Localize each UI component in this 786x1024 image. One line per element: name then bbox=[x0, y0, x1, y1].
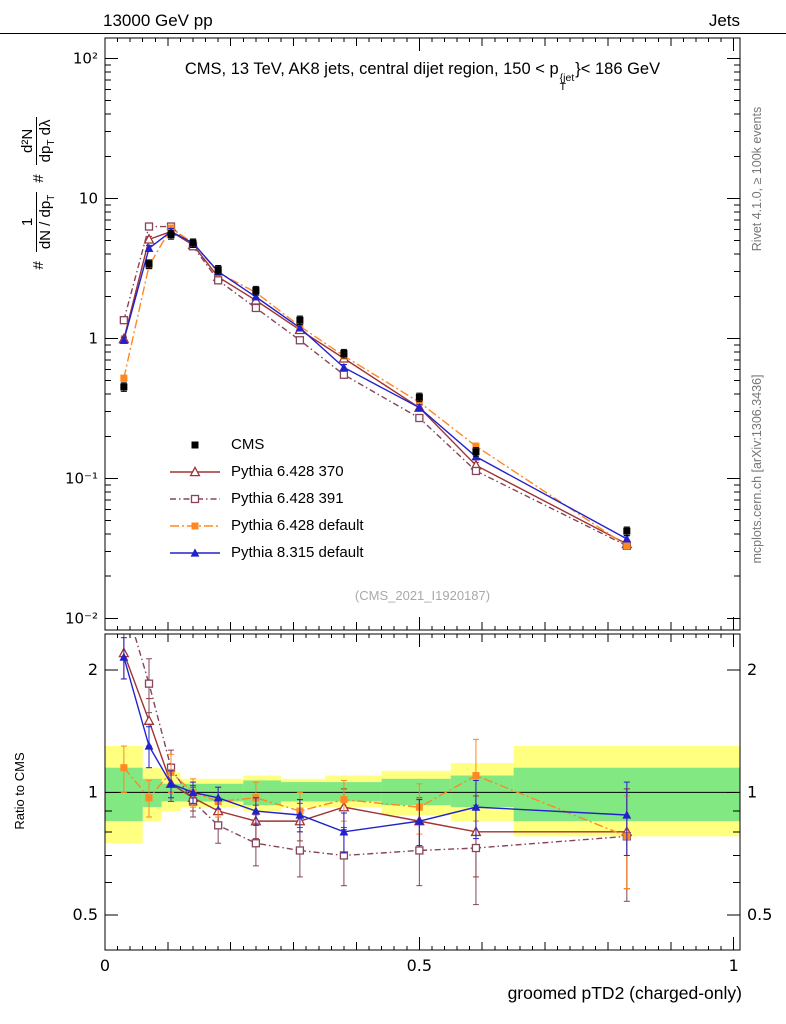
pt-subscript: T bbox=[559, 81, 567, 93]
ratio-y-axis-label: Ratio to CMS bbox=[12, 752, 27, 830]
legend-item-cms: CMS bbox=[168, 431, 364, 458]
legend-label: Pythia 8.315 default bbox=[231, 544, 364, 561]
legend-label: CMS bbox=[231, 436, 265, 453]
legend-sample-cms bbox=[191, 441, 199, 448]
rivet-version-note: Rivet 4.1.0, ≥ 100k events bbox=[750, 106, 764, 252]
legend-sample-pythia-6-428-370 bbox=[170, 465, 220, 476]
main-series-cms bbox=[120, 230, 631, 537]
legend-item-pythia-6-428-default: Pythia 6.428 default bbox=[168, 512, 364, 539]
legend-item-pythia-6-428-391: Pythia 6.428 391 bbox=[168, 485, 364, 512]
hash-symbol: # bbox=[29, 174, 47, 183]
analysis-id-watermark: (CMS_2021_I1920187) bbox=[354, 588, 491, 603]
main-y-tick-label: 10² bbox=[73, 49, 98, 67]
header-rule bbox=[0, 33, 786, 34]
beam-energy-label: 13000 GeV pp bbox=[103, 11, 213, 30]
plot-title: CMS, 13 TeV, AK8 jets, central dijet reg… bbox=[105, 60, 740, 92]
hash-symbol: # bbox=[29, 261, 47, 270]
main-y-tick-label: 10⁻² bbox=[65, 609, 98, 627]
legend-sample-pythia-6-428-391 bbox=[170, 494, 220, 503]
legend-label: Pythia 6.428 391 bbox=[231, 490, 344, 507]
x-axis-label: groomed pTD2 (charged-only) bbox=[507, 983, 742, 1003]
mcplots-reference-note: mcplots.cern.ch [arXiv:1306.3436] bbox=[750, 374, 764, 564]
main-y-tick-label: 10⁻¹ bbox=[65, 469, 98, 487]
ratio-series-pythia-8-315-default bbox=[119, 637, 632, 856]
main-y-tick-label: 10 bbox=[79, 189, 98, 207]
main-y-tick-label: 1 bbox=[88, 329, 98, 347]
fraction-1: 1 dN / dpT bbox=[19, 191, 58, 253]
legend-item-pythia-6-428-370: Pythia 6.428 370 bbox=[168, 458, 364, 485]
ratio-y-tick-label-right: 0.5 bbox=[747, 905, 772, 924]
plot-title-text: CMS, 13 TeV, AK8 jets, central dijet reg… bbox=[184, 60, 559, 78]
pt-jet-supsub: {jet T bbox=[559, 72, 575, 93]
axis-ticks bbox=[104, 38, 740, 950]
legend-label: Pythia 6.428 default bbox=[231, 517, 364, 534]
y-axis-label: # 1 dN / dpT # d²N dpT dλ bbox=[13, 43, 63, 343]
ratio-y-tick-label-right: 1 bbox=[747, 782, 757, 801]
pt-superscript: {jet bbox=[559, 72, 575, 84]
legend-sample-pythia-8-315-default bbox=[170, 547, 220, 557]
ratio-y-tick-label-left: 2 bbox=[88, 660, 98, 679]
legend-item-pythia-8-315-default: Pythia 8.315 default bbox=[168, 539, 364, 566]
legend: CMS Pythia 6.428 370 Pythia 6.428 391 Pythi… bbox=[168, 431, 364, 566]
legend-sample-pythia-6-428-default bbox=[170, 522, 220, 529]
x-tick-label: 0.5 bbox=[407, 956, 432, 975]
plot-title-suffix: }< 186 GeV bbox=[575, 60, 661, 78]
fraction-2: d²N dpT dλ bbox=[19, 116, 58, 166]
analysis-group-label: Jets bbox=[708, 11, 740, 30]
ratio-series-pythia-6-428-391 bbox=[133, 634, 631, 906]
legend-label: Pythia 6.428 370 bbox=[231, 463, 344, 480]
ratio-y-tick-label-right: 2 bbox=[747, 660, 757, 679]
x-tick-label: 1 bbox=[729, 956, 739, 975]
ratio-y-tick-label-left: 1 bbox=[88, 782, 98, 801]
x-tick-label: 0 bbox=[100, 956, 110, 975]
ratio-y-tick-label-left: 0.5 bbox=[73, 905, 98, 924]
